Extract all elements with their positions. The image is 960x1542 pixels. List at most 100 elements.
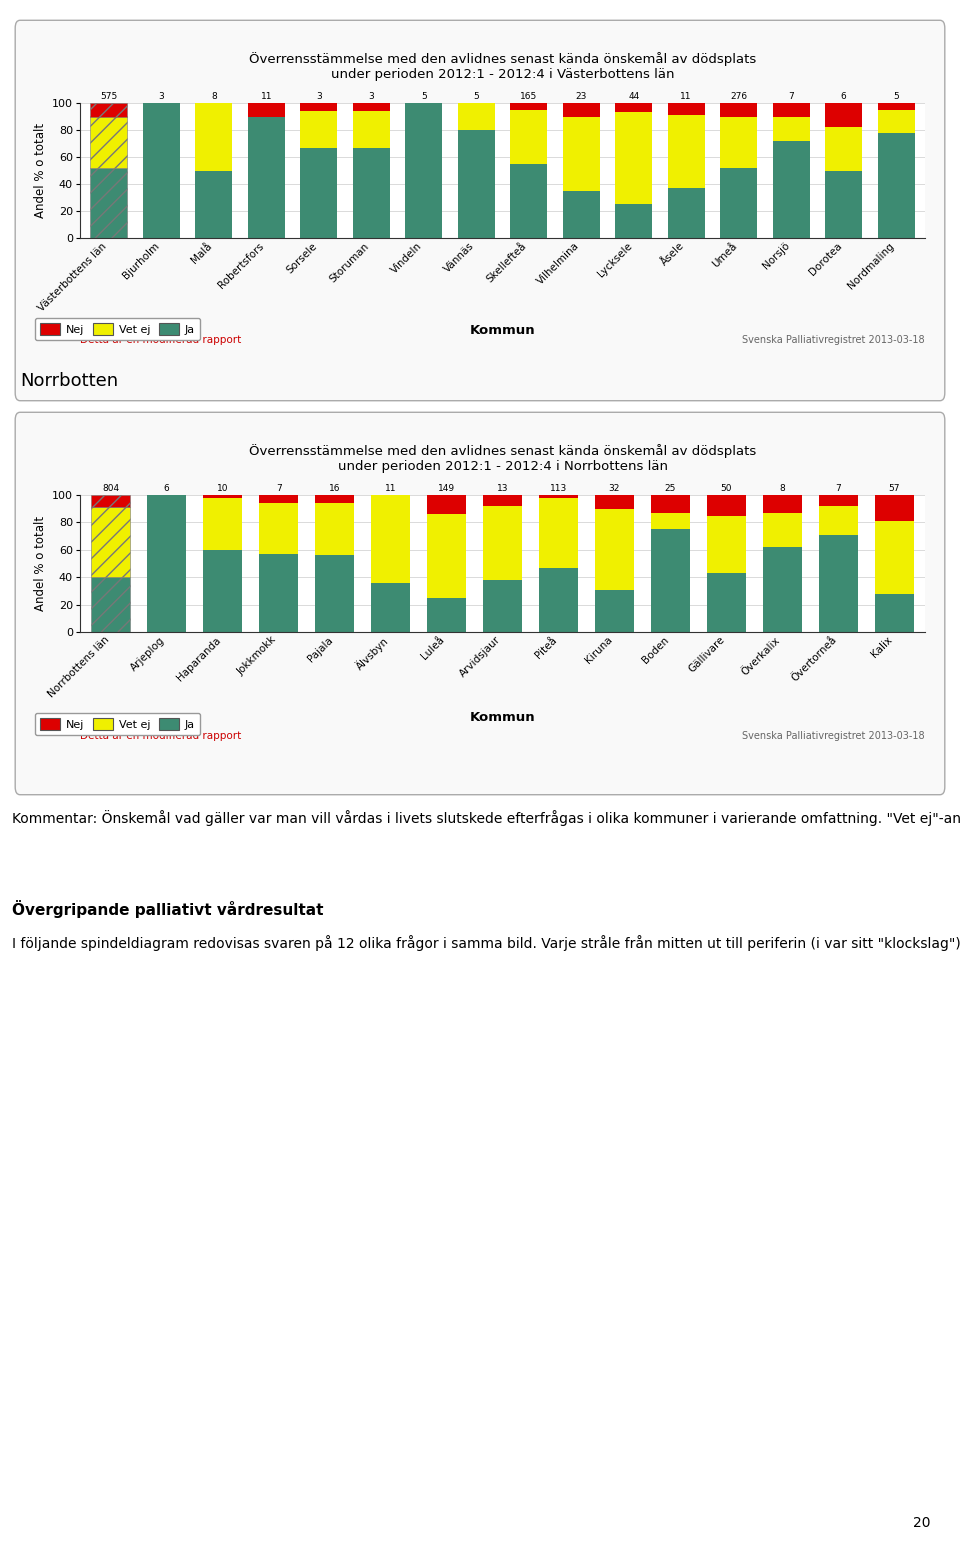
Bar	[819, 535, 858, 632]
Bar	[300, 103, 337, 111]
Bar	[773, 117, 809, 140]
Title: Överrensstämmelse med den avlidnes senast kända önskemål av dödsplats
under peri: Överrensstämmelse med den avlidnes senas…	[249, 52, 756, 82]
Bar	[595, 509, 634, 589]
X-axis label: Kommun: Kommun	[469, 324, 536, 338]
Text: 7: 7	[276, 484, 281, 493]
Text: 113: 113	[550, 484, 567, 493]
Text: 6: 6	[841, 93, 847, 100]
Bar	[762, 513, 802, 547]
Bar	[248, 117, 285, 237]
Text: 16: 16	[329, 484, 341, 493]
Text: 11: 11	[681, 93, 692, 100]
Bar	[707, 574, 746, 632]
Bar	[651, 495, 690, 513]
Bar	[668, 188, 705, 237]
Bar	[91, 495, 131, 507]
Bar	[483, 580, 522, 632]
Bar	[248, 103, 285, 117]
Bar	[563, 117, 600, 191]
Text: 149: 149	[438, 484, 455, 493]
Bar	[668, 116, 705, 188]
Bar	[300, 111, 337, 148]
Text: 32: 32	[609, 484, 620, 493]
Bar	[204, 495, 242, 498]
Bar	[405, 103, 443, 237]
Text: 165: 165	[520, 93, 538, 100]
Bar	[668, 103, 705, 116]
Text: 3: 3	[369, 93, 374, 100]
Bar	[204, 498, 242, 550]
Bar	[720, 103, 757, 117]
Text: Detta är en modifierad rapport: Detta är en modifierad rapport	[80, 335, 241, 345]
Bar	[877, 109, 915, 133]
Bar	[90, 103, 128, 117]
Bar	[651, 513, 690, 529]
Text: 8: 8	[211, 93, 217, 100]
Text: Detta är en modifierad rapport: Detta är en modifierad rapport	[80, 731, 241, 740]
Bar	[371, 583, 410, 632]
Bar	[826, 128, 862, 171]
Bar	[539, 498, 578, 567]
Text: 7: 7	[788, 93, 794, 100]
Text: 5: 5	[420, 93, 426, 100]
Bar	[90, 117, 128, 168]
Text: 11: 11	[385, 484, 396, 493]
Text: Svenska Palliativregistret 2013-03-18: Svenska Palliativregistret 2013-03-18	[742, 335, 925, 345]
Text: Norrbotten: Norrbotten	[20, 372, 118, 390]
Bar	[90, 168, 128, 237]
Bar	[707, 495, 746, 515]
Bar	[371, 495, 410, 583]
Text: 804: 804	[102, 484, 119, 493]
Text: 23: 23	[576, 93, 587, 100]
Bar	[563, 103, 600, 117]
Bar	[511, 163, 547, 237]
Bar	[595, 589, 634, 632]
Bar	[762, 547, 802, 632]
Text: Kommentar: Önskemål vad gäller var man vill vårdas i livets slutskede efterfråga: Kommentar: Önskemål vad gäller var man v…	[12, 810, 960, 827]
Text: 5: 5	[893, 93, 899, 100]
Bar	[427, 495, 467, 513]
Text: 11: 11	[260, 93, 272, 100]
Bar	[91, 507, 131, 577]
Bar	[819, 506, 858, 535]
Bar	[483, 506, 522, 580]
Bar	[615, 113, 652, 204]
X-axis label: Kommun: Kommun	[469, 711, 536, 723]
Text: 3: 3	[316, 93, 322, 100]
Legend: Nej, Vet ej, Ja: Nej, Vet ej, Ja	[35, 712, 201, 736]
Bar	[773, 103, 809, 117]
Bar	[595, 495, 634, 509]
Y-axis label: Andel % o totalt: Andel % o totalt	[34, 123, 46, 217]
Bar	[720, 117, 757, 168]
Legend: Nej, Vet ej, Ja: Nej, Vet ej, Ja	[35, 318, 201, 341]
Bar	[875, 521, 914, 594]
Bar	[539, 495, 578, 498]
Bar	[458, 103, 494, 130]
Bar	[315, 555, 354, 632]
Bar	[204, 550, 242, 632]
Bar	[315, 503, 354, 555]
Text: 25: 25	[664, 484, 676, 493]
Bar	[483, 495, 522, 506]
Bar	[707, 515, 746, 574]
Bar	[877, 133, 915, 237]
Bar	[762, 495, 802, 513]
Bar	[458, 130, 494, 237]
Text: 8: 8	[780, 484, 785, 493]
Bar	[259, 503, 299, 554]
Bar	[353, 148, 390, 237]
Bar	[259, 554, 299, 632]
Y-axis label: Andel % o totalt: Andel % o totalt	[34, 517, 46, 611]
Bar	[91, 577, 131, 632]
Title: Överrensstämmelse med den avlidnes senast kända önskemål av dödsplats
under peri: Överrensstämmelse med den avlidnes senas…	[249, 444, 756, 473]
Bar	[539, 567, 578, 632]
Text: 5: 5	[473, 93, 479, 100]
Bar	[615, 204, 652, 237]
Bar	[511, 103, 547, 109]
Text: Övergripande palliativt vårdresultat: Övergripande palliativt vårdresultat	[12, 901, 324, 917]
Bar	[875, 594, 914, 632]
Text: 575: 575	[100, 93, 117, 100]
Bar	[615, 103, 652, 113]
Bar	[877, 103, 915, 109]
Bar	[720, 168, 757, 237]
